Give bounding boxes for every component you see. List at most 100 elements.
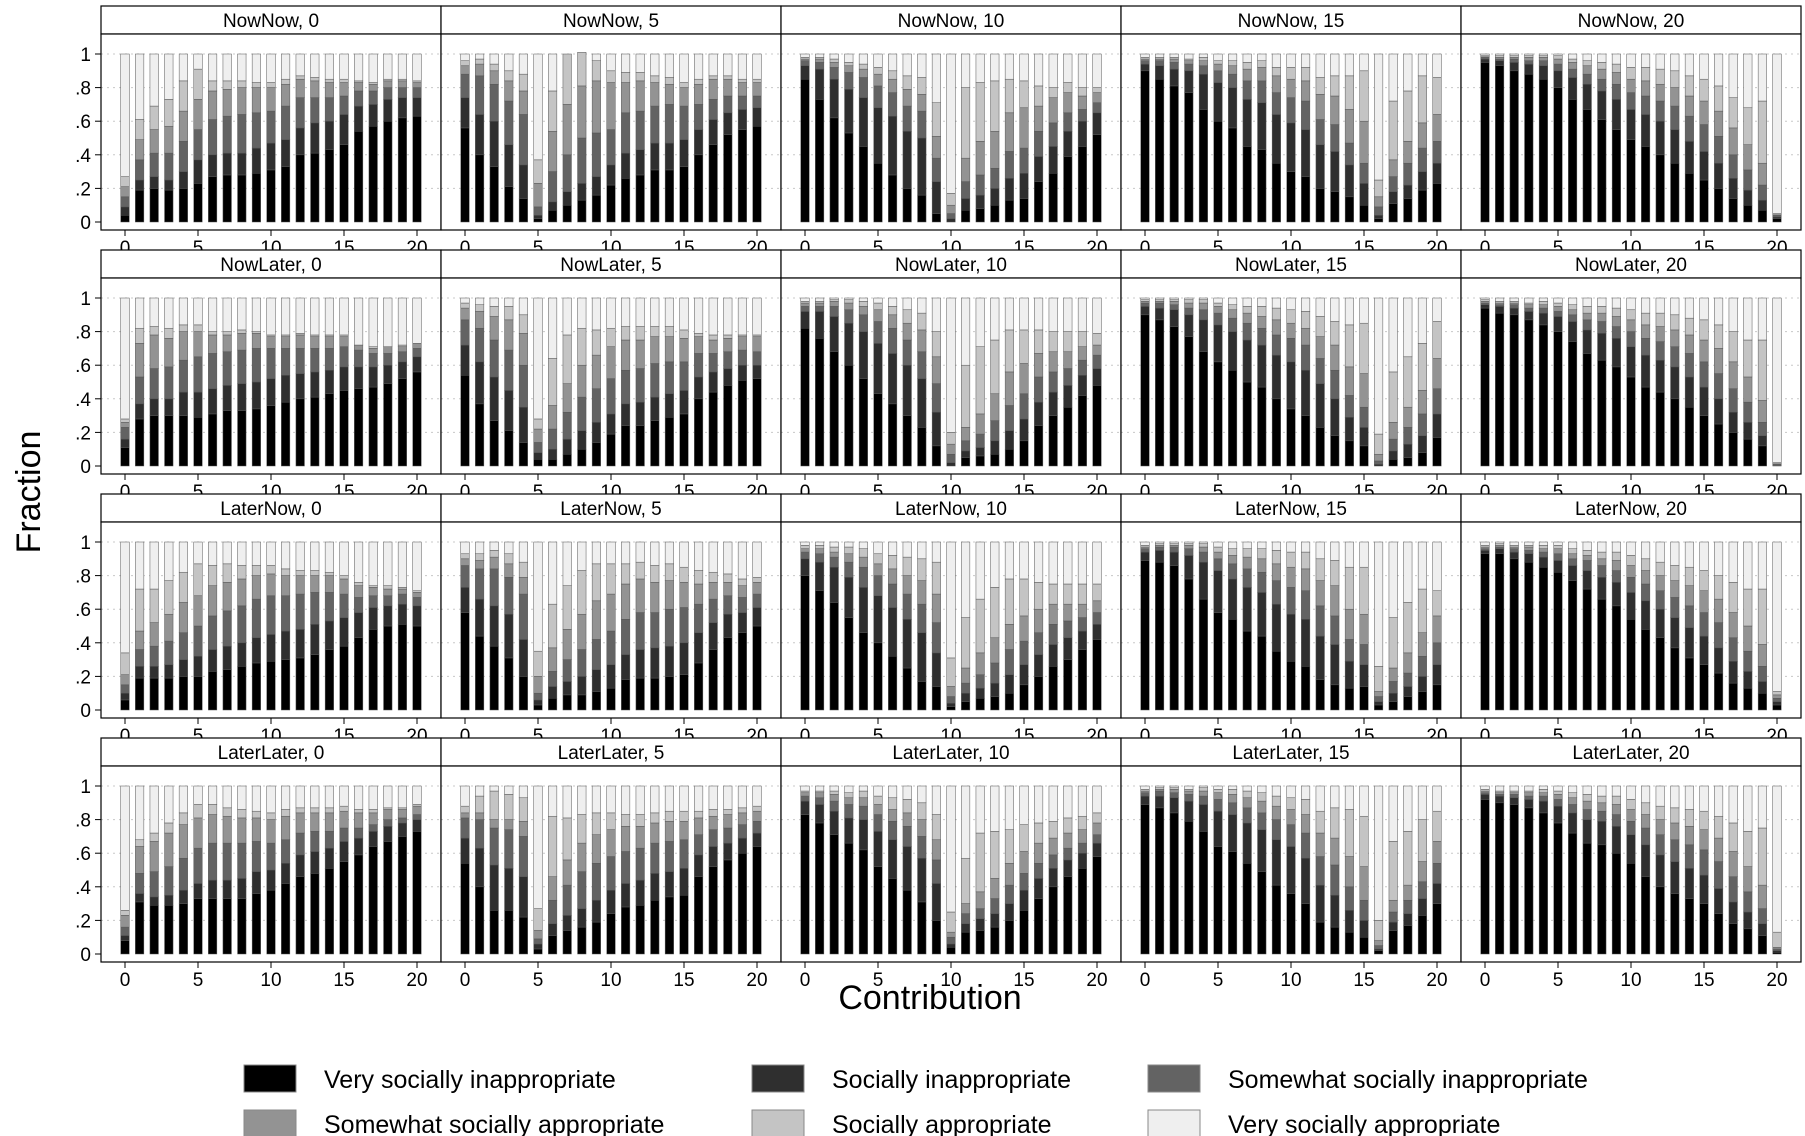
bar-segment	[1388, 692, 1398, 702]
bar-segment	[251, 331, 261, 334]
bar-segment	[354, 612, 364, 639]
bar-segment	[1509, 804, 1519, 955]
bar-segment	[679, 821, 689, 841]
bar-segment	[251, 147, 261, 174]
bar-segment	[1403, 696, 1413, 711]
bar-segment	[1034, 53, 1044, 87]
bar-segment	[324, 120, 334, 151]
bar-segment	[1359, 866, 1369, 901]
bar-segment	[829, 297, 839, 300]
bar-segment	[606, 346, 616, 379]
bar-segment	[815, 99, 825, 223]
panel: NowNow, 150 5 10 15 20	[1120, 5, 1462, 259]
bar-segment	[1582, 109, 1592, 223]
bar-segment	[562, 659, 572, 682]
bar-segment	[1655, 854, 1665, 888]
bar-segment	[1155, 543, 1165, 546]
bar-segment	[664, 563, 674, 581]
bar-segment	[679, 338, 689, 363]
panel: NowLater, 00 5 10 15 200.2.4.6.81	[75, 249, 442, 503]
bar-segment	[1242, 339, 1252, 383]
bar-segment	[1184, 53, 1194, 60]
bar-segment	[1728, 901, 1738, 925]
bar-segment	[961, 198, 971, 211]
bar-segment	[1077, 146, 1087, 223]
bar-segment	[1330, 124, 1340, 152]
bar-segment	[1626, 78, 1636, 93]
bar-segment	[1388, 911, 1398, 923]
bar-segment	[237, 174, 247, 223]
bar-segment	[1242, 556, 1252, 570]
bar-segment	[460, 127, 470, 223]
bar-segment	[1743, 671, 1753, 689]
bar-segment	[1315, 558, 1325, 581]
bar-segment	[1432, 388, 1442, 415]
bar-segment	[694, 876, 704, 955]
bar-segment	[1374, 453, 1384, 462]
bar-segment	[917, 194, 927, 223]
bar-segment	[1670, 597, 1680, 618]
bar-segment	[1004, 78, 1014, 114]
bar-segment	[1184, 299, 1194, 304]
bar-segment	[295, 807, 305, 814]
bar-segment	[1242, 297, 1252, 307]
bar-segment	[1374, 297, 1384, 435]
bar-segment	[990, 587, 1000, 639]
bar-segment	[251, 297, 261, 332]
bar-segment	[1257, 571, 1267, 593]
bar-segment	[562, 541, 572, 586]
bar-segment	[635, 649, 645, 679]
bar-segment	[1417, 915, 1427, 955]
bar-segment	[489, 53, 499, 65]
bar-segment	[1286, 846, 1296, 894]
bar-segment	[858, 146, 868, 223]
bar-segment	[1344, 541, 1354, 568]
bar-segment	[1568, 797, 1578, 805]
bar-segment	[708, 846, 718, 867]
bar-segment	[1714, 85, 1724, 112]
bar-segment	[1403, 899, 1413, 914]
bar-segment	[120, 176, 130, 187]
legend-label: Socially appropriate	[832, 1111, 1052, 1136]
bar-segment	[1271, 580, 1281, 605]
bar-segment	[1004, 53, 1014, 80]
bar-segment	[1092, 612, 1102, 625]
x-tick-label: 20	[1086, 970, 1107, 991]
bar-segment	[1509, 58, 1519, 63]
bar-segment	[368, 824, 378, 832]
bar-segment	[397, 351, 407, 363]
bar-segment	[1538, 307, 1548, 314]
bar-segment	[1388, 203, 1398, 223]
bar-segment	[737, 129, 747, 223]
bar-segment	[1403, 297, 1413, 358]
bar-segment	[1257, 558, 1267, 573]
bar-segment	[193, 563, 203, 597]
bar-segment	[368, 353, 378, 368]
bar-segment	[844, 842, 854, 955]
bar-segment	[1597, 119, 1607, 223]
bar-segment	[1699, 874, 1709, 904]
bar-segment	[650, 873, 660, 901]
bar-segment	[1228, 331, 1238, 371]
bar-segment	[1374, 696, 1384, 702]
bar-segment	[1611, 795, 1621, 805]
bar-segment	[708, 371, 718, 393]
bar-segment	[1315, 541, 1325, 560]
bar-segment	[548, 935, 558, 955]
bar-segment	[1597, 53, 1607, 63]
bar-segment	[1004, 903, 1014, 921]
bar-segment	[606, 184, 616, 223]
bar-segment	[412, 597, 422, 607]
bar-segment	[281, 334, 291, 337]
bar-segment	[1155, 546, 1165, 551]
bar-segment	[800, 297, 810, 302]
bar-segment	[975, 908, 985, 919]
bar-segment	[1553, 794, 1563, 800]
bar-segment	[1228, 297, 1238, 305]
bar-segment	[1553, 553, 1563, 561]
bar-segment	[1743, 831, 1753, 867]
bar-segment	[1169, 546, 1179, 553]
bar-segment	[752, 785, 762, 807]
bar-segment	[635, 677, 645, 711]
y-tick-label: .4	[75, 634, 91, 655]
